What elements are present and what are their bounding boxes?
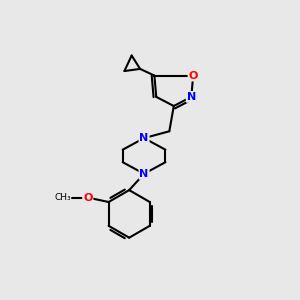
Text: O: O <box>83 193 92 202</box>
Text: N: N <box>140 169 149 179</box>
Text: CH₃: CH₃ <box>54 193 71 202</box>
Text: N: N <box>187 92 196 102</box>
Text: N: N <box>140 133 149 143</box>
Text: O: O <box>188 70 198 81</box>
